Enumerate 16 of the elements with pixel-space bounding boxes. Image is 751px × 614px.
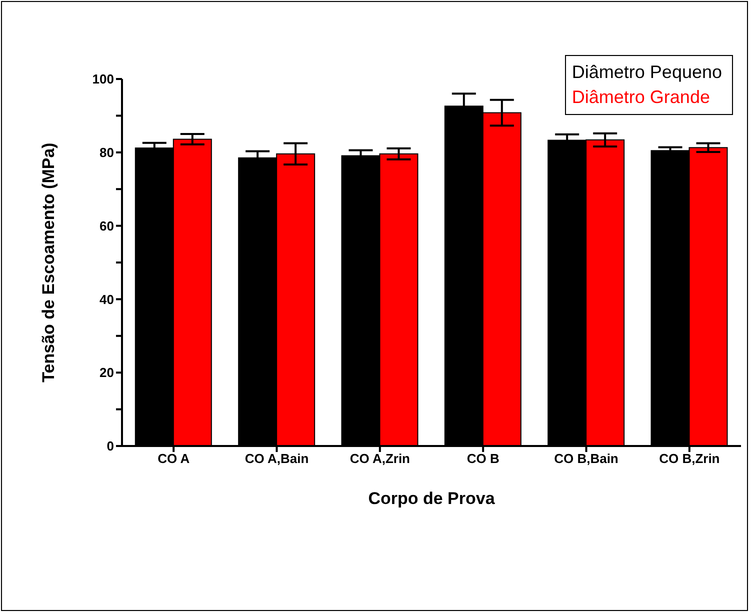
y-tick-label: 80 xyxy=(100,145,114,160)
x-tick-label: CO A xyxy=(158,451,190,466)
x-tick-label: CO B,Bain xyxy=(554,451,618,466)
y-axis-title: Tensão de Escoamento (MPa) xyxy=(39,142,58,382)
y-tick-label: 60 xyxy=(100,218,114,234)
x-tick-label: CO A,Bain xyxy=(244,451,309,466)
x-tick-label: CO A,Zrin xyxy=(350,451,410,466)
series-label: Diâmetro Grande xyxy=(572,86,711,109)
x-tick-label: CO B xyxy=(466,451,500,466)
text: Diâmetro Pequeno xyxy=(572,61,722,84)
y-tick-label: 0 xyxy=(106,438,114,454)
y-tick-label: 100 xyxy=(92,72,114,87)
y-tick-label: 40 xyxy=(100,292,114,307)
x-axis-title: Corpo de Prova xyxy=(368,489,496,508)
y-tick-label: 20 xyxy=(100,365,114,380)
x-tick-label: CO B,Zrin xyxy=(659,451,720,466)
